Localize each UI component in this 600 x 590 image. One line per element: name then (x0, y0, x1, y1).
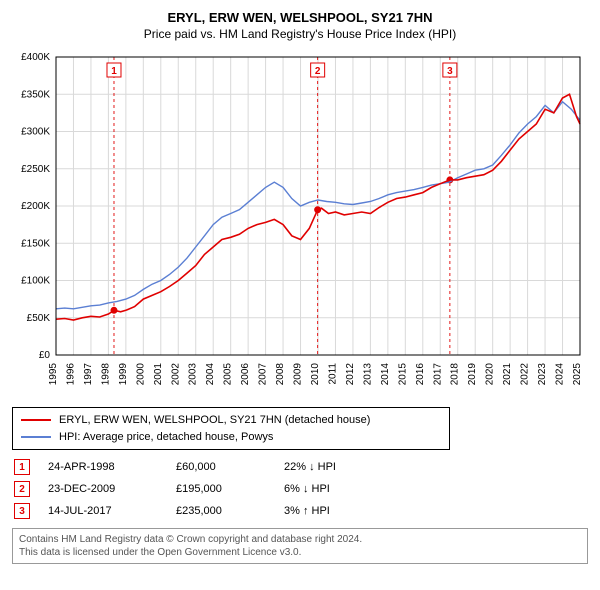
x-tick-label: 2016 (415, 363, 426, 386)
x-tick-label: 2021 (502, 363, 513, 386)
y-tick-label: £250K (21, 164, 50, 175)
price-chart: £0 £50K £100K £150K £200K £250K £300K £350K £400… (12, 45, 588, 405)
legend-label: ERYL, ERW WEN, WELSHPOOL, SY21 7HN (deta… (59, 412, 370, 429)
x-tick-label: 1999 (118, 363, 129, 386)
y-tick-label: £300K (21, 127, 50, 138)
x-tick-label: 1997 (83, 363, 94, 386)
y-tick-label: £350K (21, 89, 50, 100)
legend-row: ERYL, ERW WEN, WELSHPOOL, SY21 7HN (deta… (21, 412, 441, 429)
x-tick-label: 2017 (432, 363, 443, 386)
x-tick-label: 2025 (572, 363, 583, 386)
y-tick-label: £0 (39, 350, 51, 361)
x-tick-label: 2023 (537, 363, 548, 386)
y-tick-label: £200K (21, 201, 50, 212)
event-table: 1 24-APR-1998 £60,000 22% ↓ HPI 2 23-DEC-2009… (12, 456, 588, 522)
x-tick-label: 1998 (100, 363, 111, 386)
legend-row: HPI: Average price, detached house, Powy… (21, 429, 441, 446)
legend-label: HPI: Average price, detached house, Powy… (59, 429, 273, 446)
x-tick-label: 2006 (240, 363, 251, 386)
footer-line-2: This data is licensed under the Open Gov… (19, 546, 581, 559)
y-tick-label: £100K (21, 276, 50, 287)
event-diff: 6% ↓ HPI (284, 483, 374, 495)
event-number: 2 (14, 481, 30, 497)
x-tick-label: 2002 (170, 363, 181, 386)
x-tick-label: 1995 (48, 363, 59, 386)
x-tick-label: 2011 (327, 363, 338, 385)
event-marker-label: 2 (315, 66, 321, 77)
x-tick-label: 2014 (380, 363, 391, 386)
event-row: 2 23-DEC-2009 £195,000 6% ↓ HPI (12, 478, 588, 500)
event-number: 3 (14, 503, 30, 519)
legend-swatch (21, 436, 51, 438)
event-number: 1 (14, 459, 30, 475)
event-date: 24-APR-1998 (48, 461, 158, 473)
x-tick-label: 2015 (397, 363, 408, 386)
y-tick-label: £150K (21, 238, 50, 249)
x-tick-label: 2024 (555, 363, 566, 386)
x-tick-label: 2008 (275, 363, 286, 386)
event-marker-label: 1 (111, 66, 117, 77)
y-tick-label: £50K (27, 313, 51, 324)
event-price: £235,000 (176, 505, 266, 517)
y-tick-label: £400K (21, 52, 50, 63)
footer-line-1: Contains HM Land Registry data © Crown c… (19, 533, 581, 546)
event-price: £195,000 (176, 483, 266, 495)
x-tick-label: 2009 (293, 363, 304, 386)
event-row: 1 24-APR-1998 £60,000 22% ↓ HPI (12, 456, 588, 478)
event-row: 3 14-JUL-2017 £235,000 3% ↑ HPI (12, 500, 588, 522)
x-tick-label: 2019 (467, 363, 478, 386)
x-tick-label: 2022 (520, 363, 531, 386)
x-tick-label: 2018 (450, 363, 461, 386)
x-tick-label: 2010 (310, 363, 321, 386)
event-price: £60,000 (176, 461, 266, 473)
event-date: 23-DEC-2009 (48, 483, 158, 495)
event-date: 14-JUL-2017 (48, 505, 158, 517)
x-tick-label: 2003 (188, 363, 199, 386)
x-tick-label: 2007 (258, 363, 269, 386)
x-tick-label: 2000 (135, 363, 146, 386)
event-diff: 22% ↓ HPI (284, 461, 374, 473)
x-tick-label: 2005 (223, 363, 234, 386)
licence-footer: Contains HM Land Registry data © Crown c… (12, 528, 588, 564)
x-tick-label: 1996 (65, 363, 76, 386)
x-tick-label: 2004 (205, 363, 216, 386)
x-tick-label: 2001 (153, 363, 164, 386)
title-address: ERYL, ERW WEN, WELSHPOOL, SY21 7HN (12, 10, 588, 25)
legend: ERYL, ERW WEN, WELSHPOOL, SY21 7HN (deta… (12, 407, 450, 450)
x-tick-label: 2012 (345, 363, 356, 386)
event-diff: 3% ↑ HPI (284, 505, 374, 517)
x-tick-label: 2020 (485, 363, 496, 386)
x-tick-label: 2013 (362, 363, 373, 386)
title-subtitle: Price paid vs. HM Land Registry's House … (12, 27, 588, 41)
event-marker-label: 3 (447, 66, 453, 77)
legend-swatch (21, 419, 51, 421)
